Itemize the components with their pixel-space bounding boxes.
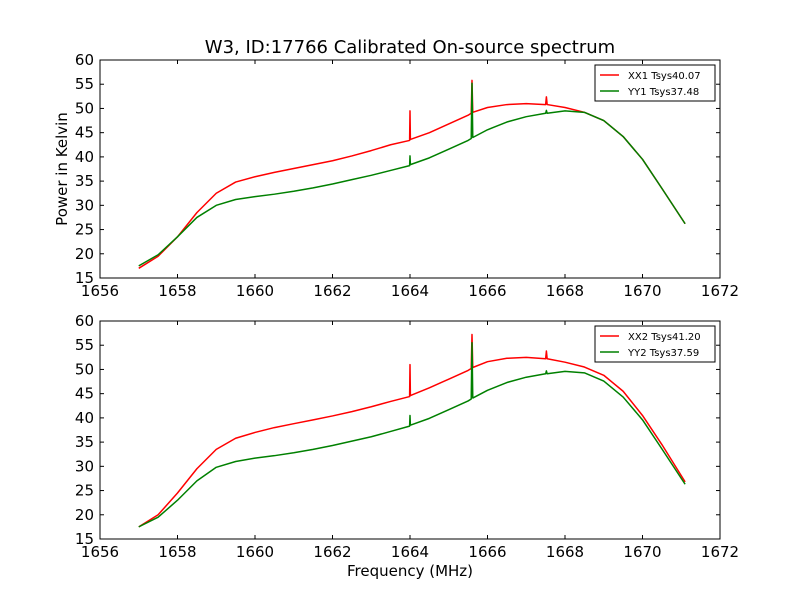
x-tick-label: 1668 <box>546 543 584 561</box>
legend-label: YY1 Tsys37.48 <box>627 87 699 98</box>
series-line-1 <box>138 79 686 269</box>
legend-label: YY2 Tsys37.59 <box>627 348 699 359</box>
y-tick-label: 30 <box>75 457 94 475</box>
x-tick-label: 1660 <box>236 282 274 300</box>
lower-panel: 1656 1658 1660 1662 1664 1666 1668 1670 1672 15 20… <box>75 312 739 561</box>
x-tick-label: 1660 <box>236 543 274 561</box>
legend-box <box>594 325 716 363</box>
legend-box <box>594 64 716 102</box>
x-tick-label: 1662 <box>313 543 351 561</box>
x-axis-label: Frequency (MHz) <box>347 562 473 580</box>
y-tick-label: 60 <box>75 51 94 69</box>
x-tick-label: 1658 <box>158 543 196 561</box>
y-tick-label: 25 <box>75 482 94 500</box>
y-tick-label: 50 <box>75 99 94 117</box>
series-line-2 <box>138 82 686 267</box>
x-tick-label: 1672 <box>701 543 739 561</box>
x-tick-label: 1670 <box>623 543 661 561</box>
y-tick-label: 25 <box>75 221 94 239</box>
y-tick-label: 20 <box>75 245 94 263</box>
series-line-1 <box>138 333 686 528</box>
y-tick-label: 50 <box>75 360 94 378</box>
y-axis-label: Power in Kelvin <box>53 112 71 226</box>
figure-title: W3, ID:17766 Calibrated On-source spectr… <box>205 37 615 58</box>
legend: XX1 Tsys40.07 YY1 Tsys37.48 <box>594 64 716 102</box>
x-tick-label: 1656 <box>81 282 119 300</box>
y-tick-label: 40 <box>75 148 94 166</box>
x-tick-label: 1656 <box>81 543 119 561</box>
upper-panel: 1656 1658 1660 1662 1664 1666 1668 1670 1672 15 20… <box>53 51 739 300</box>
y-tick-label: 35 <box>75 433 94 451</box>
y-tick-label: 45 <box>75 385 94 403</box>
x-tick-label: 1664 <box>391 543 429 561</box>
y-tick-label: 15 <box>75 269 94 287</box>
y-tick-label: 55 <box>75 336 94 354</box>
series-line-2 <box>138 342 686 528</box>
y-tick-label: 20 <box>75 506 94 524</box>
x-tick-label: 1658 <box>158 282 196 300</box>
legend: XX2 Tsys41.20 YY2 Tsys37.59 <box>594 325 716 363</box>
y-tick-label: 55 <box>75 75 94 93</box>
y-tick-label: 45 <box>75 124 94 142</box>
y-tick-label: 40 <box>75 409 94 427</box>
x-tick-label: 1670 <box>623 282 661 300</box>
y-tick-label: 35 <box>75 172 94 190</box>
x-tick-label: 1668 <box>546 282 584 300</box>
legend-label: XX1 Tsys40.07 <box>628 71 701 82</box>
x-tick-label: 1666 <box>468 543 506 561</box>
x-tick-label: 1666 <box>468 282 506 300</box>
y-tick-label: 60 <box>75 312 94 330</box>
legend-label: XX2 Tsys41.20 <box>628 332 701 343</box>
y-tick-label: 15 <box>75 530 94 548</box>
y-tick-label: 30 <box>75 196 94 214</box>
x-tick-label: 1664 <box>391 282 429 300</box>
x-tick-label: 1662 <box>313 282 351 300</box>
x-tick-label: 1672 <box>701 282 739 300</box>
